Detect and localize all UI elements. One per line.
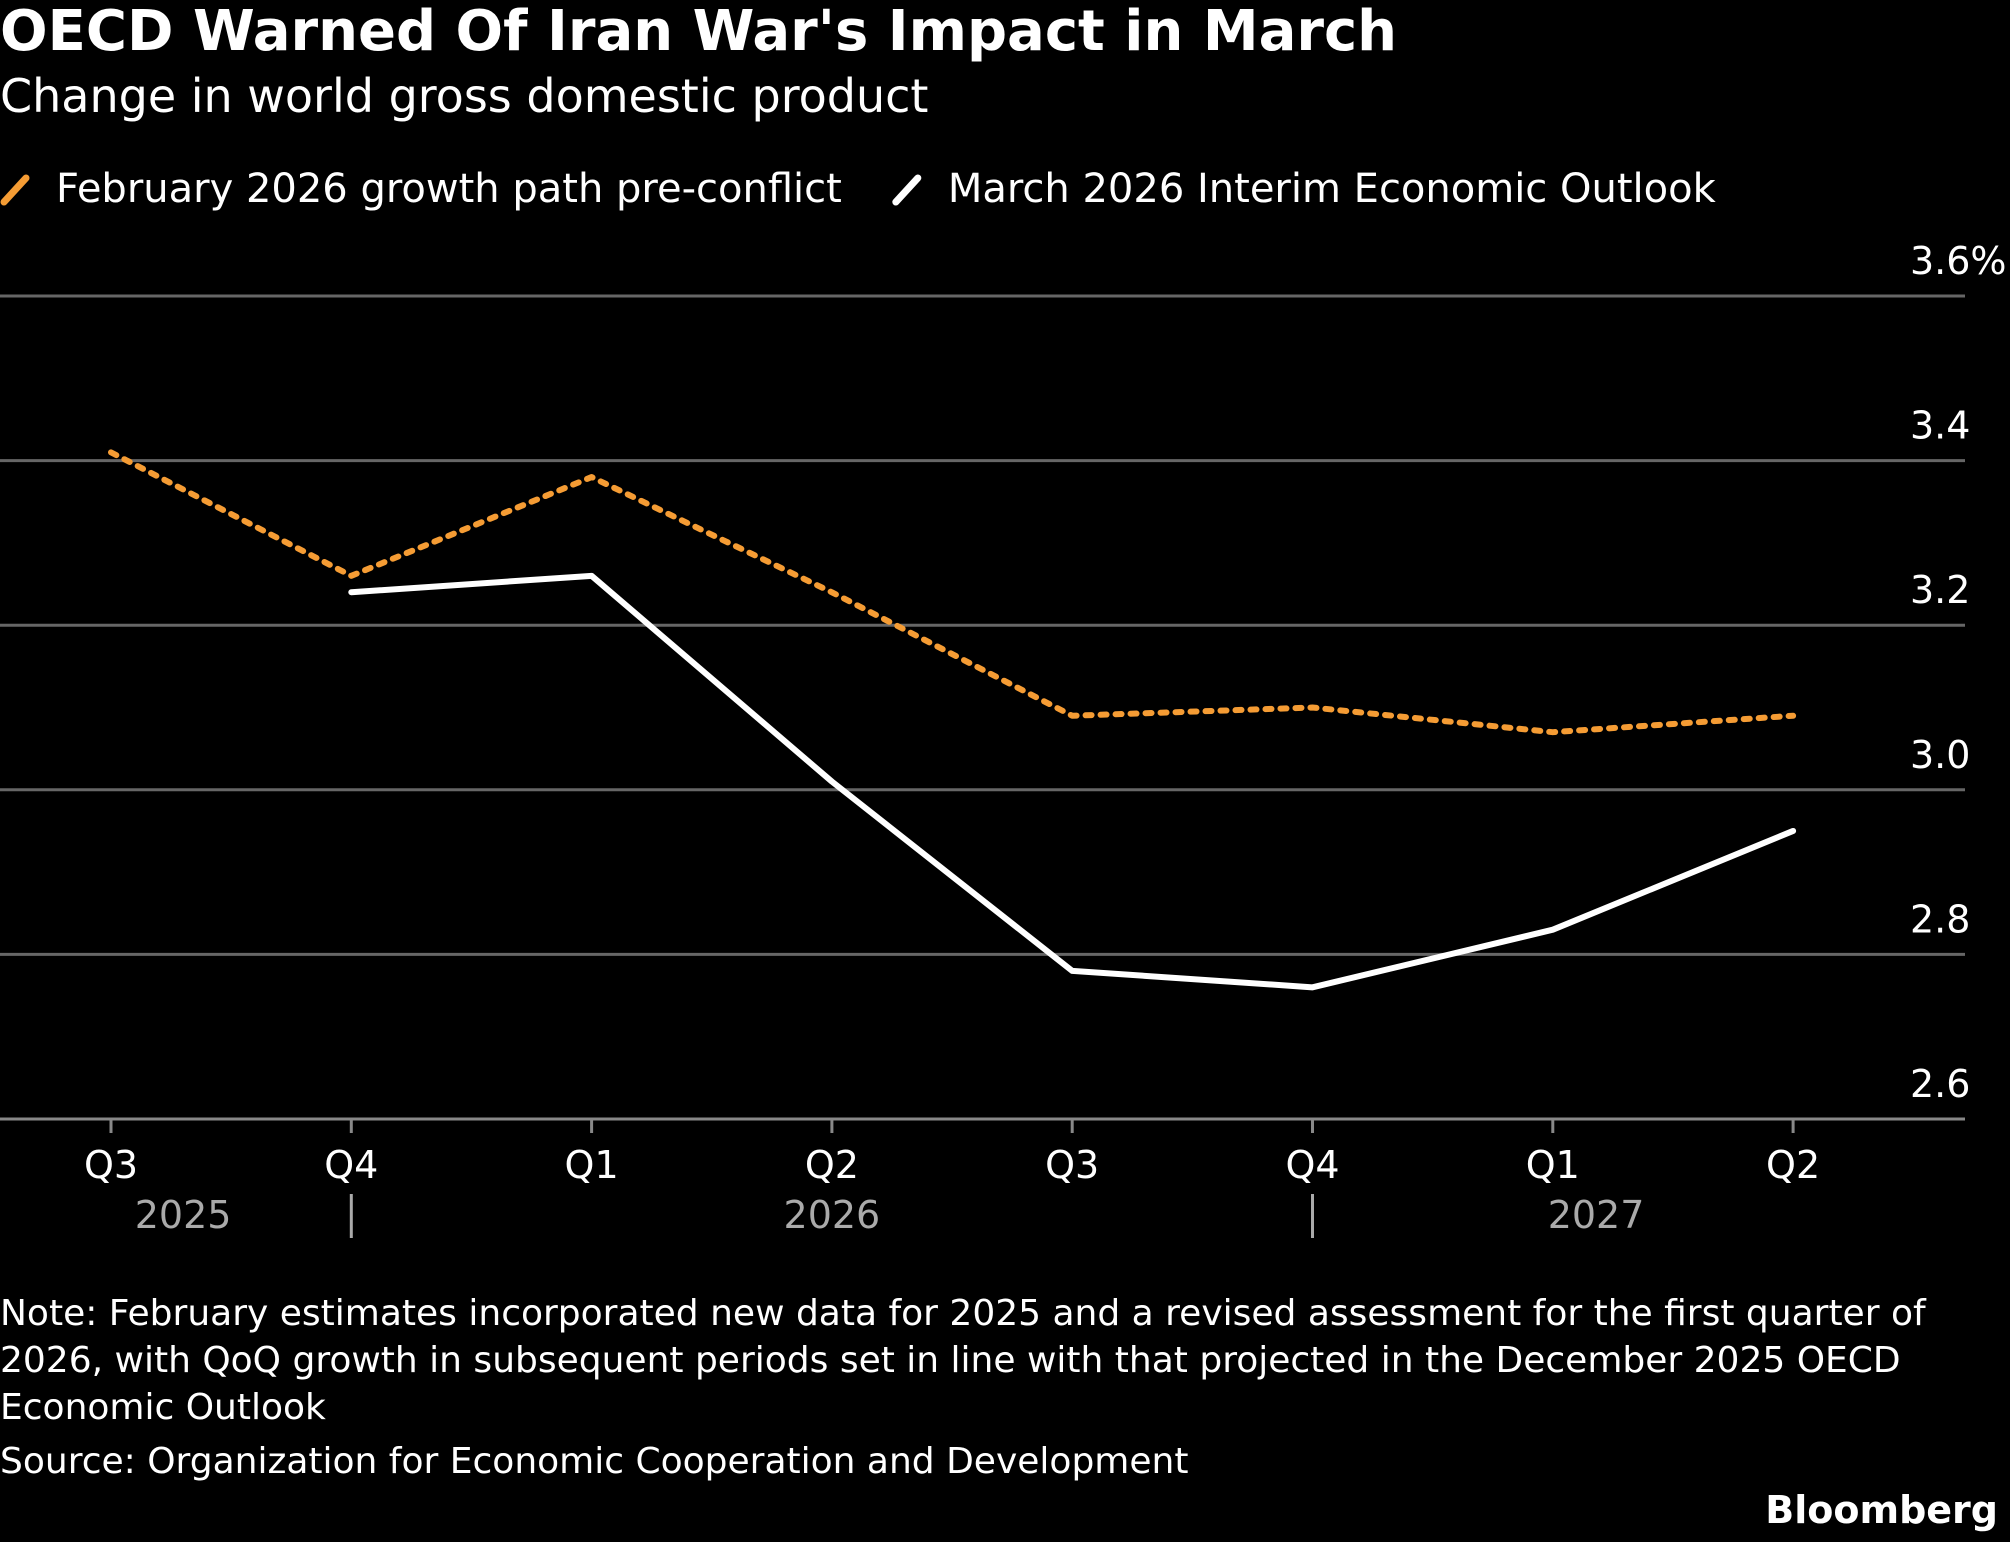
- x-tick-label: Q3: [84, 1143, 138, 1187]
- y-tick-label: 3.4: [1910, 404, 1970, 448]
- x-tick-label: Q4: [324, 1143, 378, 1187]
- x-tick-label: Q3: [1045, 1143, 1099, 1187]
- legend-swatch: [0, 174, 30, 206]
- y-tick-label: 3.0: [1910, 733, 1970, 777]
- x-tick-label: Q1: [1526, 1143, 1580, 1187]
- y-tick-label: 2.8: [1910, 897, 1970, 941]
- chart-title: OECD Warned Of Iran War's Impact in Marc…: [0, 0, 1397, 64]
- note: Note: February estimates incorporated ne…: [0, 1293, 1926, 1428]
- x-group-label: 2026: [784, 1193, 881, 1237]
- x-tick-label: Q1: [565, 1143, 619, 1187]
- x-group-label: 2025: [135, 1193, 232, 1237]
- series-line: [348, 572, 1797, 991]
- x-tick-label: Q2: [805, 1143, 859, 1187]
- source: Source: Organization for Economic Cooper…: [0, 1441, 1189, 1482]
- x-tick-label: Q4: [1285, 1143, 1339, 1187]
- y-tick-label: 3.6%: [1910, 239, 2007, 283]
- x-group-label: 2027: [1548, 1193, 1645, 1237]
- y-tick-label: 2.6: [1910, 1062, 1970, 1106]
- brand: Bloomberg: [1765, 1488, 1998, 1532]
- series-line: [108, 449, 1797, 736]
- y-tick-label: 3.2: [1910, 568, 1970, 612]
- legend-swatch: [892, 174, 922, 206]
- legend-label: March 2026 Interim Economic Outlook: [948, 166, 1717, 212]
- legend-label: February 2026 growth path pre-conflict: [56, 166, 842, 212]
- x-tick-label: Q2: [1766, 1143, 1820, 1187]
- chart-subtitle: Change in world gross domestic product: [0, 69, 928, 123]
